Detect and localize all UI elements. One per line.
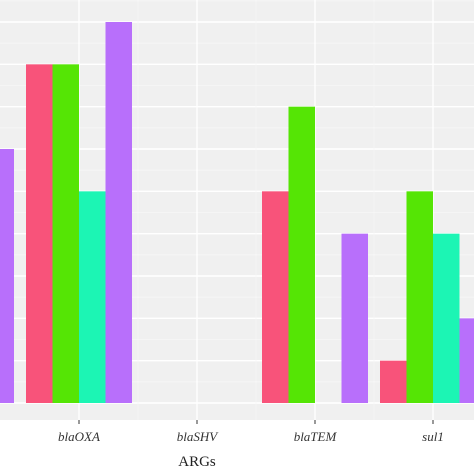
bar-sul1-series-2 [406,191,433,403]
bar-sul1-series-3 [433,233,460,403]
bar-partial-left-edge [0,149,14,403]
x-ticks [78,420,434,424]
x-axis-title: ARGs [178,454,216,470]
bar-sul1-series-4 [459,318,474,403]
x-tick-labels: blaOXA blaSHV blaTEM sul1 [58,429,444,444]
bar-blaoxa-series-4 [105,22,132,403]
x-tick-label-sul1: sul1 [422,429,444,444]
bar-blatem-series-4 [341,233,368,403]
bar-blatem-series-2 [288,106,315,404]
bar-blaoxa-series-2 [52,64,79,403]
bar-sul1-series-1 [380,360,407,403]
x-tick-label-blashv: blaSHV [177,429,220,444]
bar-blaoxa-series-3 [79,191,106,403]
x-tick-label-blatem: blaTEM [294,429,338,444]
bar-blaoxa-series-1 [26,64,53,403]
bar-blatem-series-1 [262,191,289,403]
bars [0,22,474,404]
x-tick-label-blaoxa: blaOXA [58,429,100,444]
